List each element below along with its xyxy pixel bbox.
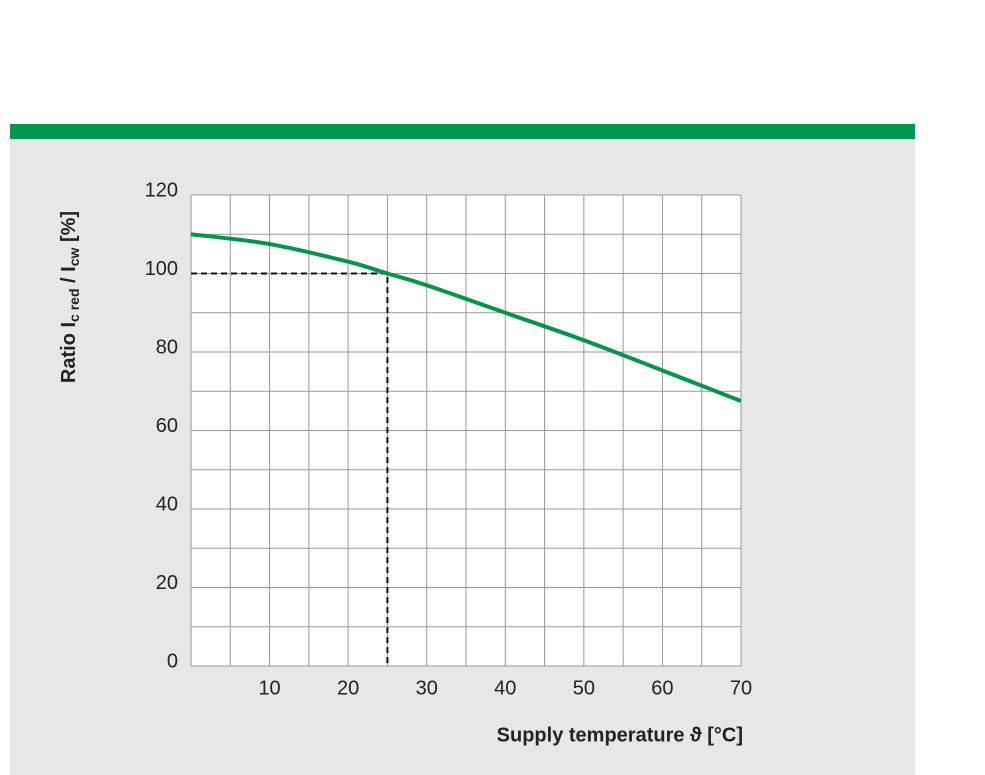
header-bar: [10, 124, 915, 139]
y-tick-label: 80: [156, 336, 178, 358]
x-tick-label: 70: [730, 677, 752, 699]
x-tick-label: 20: [337, 677, 359, 699]
y-tick-label: 0: [167, 650, 178, 672]
y-label-sub: c red: [66, 289, 82, 322]
y-tick-label: 60: [156, 415, 178, 437]
y-label-part: / I: [58, 266, 80, 288]
y-label-part: [%]: [58, 211, 80, 248]
x-tick-label: 60: [651, 677, 673, 699]
y-tick-label: 20: [156, 572, 178, 594]
reference-line: [191, 272, 389, 666]
x-tick-label: 10: [258, 677, 280, 699]
x-tick-label: 40: [494, 677, 516, 699]
y-tick-label: 100: [145, 258, 178, 280]
y-axis-label: Ratio Ic red / Icw [%]: [58, 211, 81, 383]
x-axis-label: Supply temperature ϑ [°C]: [497, 724, 743, 746]
y-tick-label: 40: [156, 493, 178, 515]
y-label-part: Ratio I: [58, 322, 80, 383]
x-tick-label: 50: [573, 677, 595, 699]
data-line: [190, 232, 742, 403]
y-tick-label: 120: [145, 179, 178, 201]
y-label-sub: cw: [66, 247, 82, 266]
x-tick-label: 30: [416, 677, 438, 699]
